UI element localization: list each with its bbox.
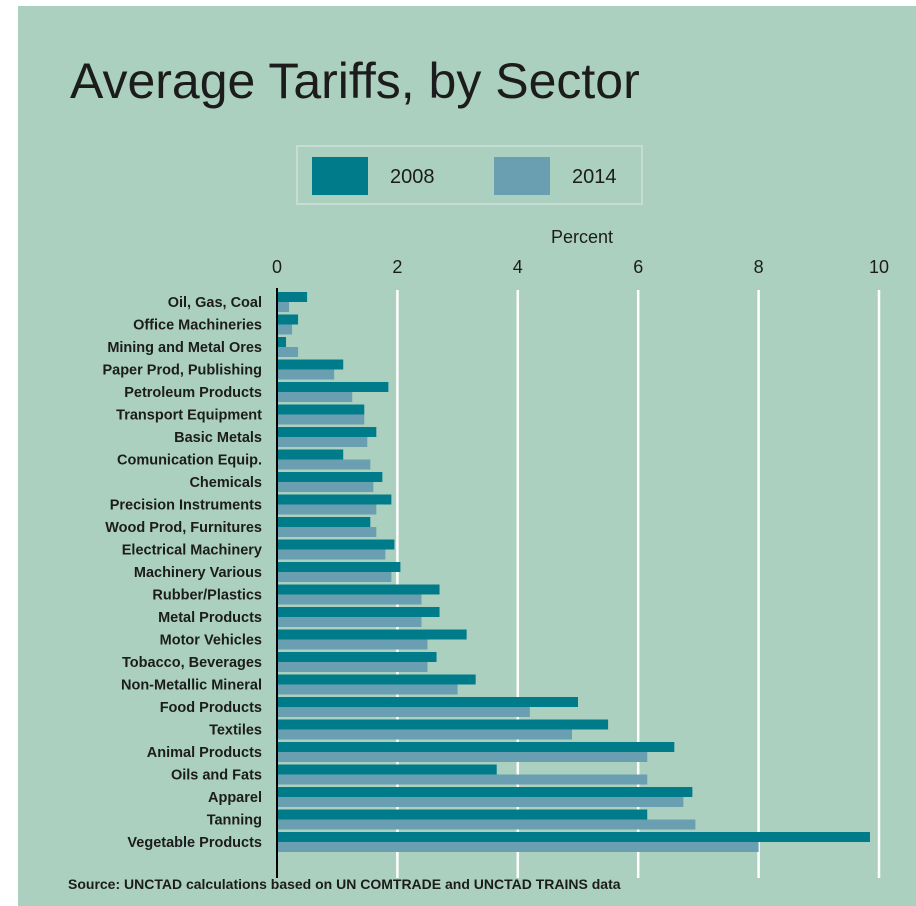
bar-2014-14 <box>277 617 421 627</box>
bar-2008-20 <box>277 742 674 752</box>
bar-2014-13 <box>277 595 421 605</box>
x-tick-label-2: 2 <box>392 257 402 277</box>
bar-2014-0 <box>277 302 289 312</box>
bar-2008-6 <box>277 427 376 437</box>
category-label-18: Food Products <box>160 700 262 716</box>
x-tick-label-4: 4 <box>513 257 523 277</box>
bar-2008-5 <box>277 405 364 415</box>
bar-2008-16 <box>277 652 437 662</box>
x-tick-label-10: 10 <box>869 257 889 277</box>
bar-2014-6 <box>277 437 367 447</box>
category-label-4: Petroleum Products <box>124 385 262 401</box>
bar-2014-19 <box>277 730 572 740</box>
bar-2008-4 <box>277 382 388 392</box>
category-label-24: Vegetable Products <box>127 835 262 851</box>
bar-2008-17 <box>277 675 476 685</box>
source-note: Source: UNCTAD calculations based on UN … <box>68 876 621 892</box>
category-label-9: Precision Instruments <box>110 498 262 514</box>
bar-2014-18 <box>277 707 530 717</box>
bar-2008-11 <box>277 540 394 550</box>
bar-2014-2 <box>277 347 298 357</box>
bar-2008-19 <box>277 720 608 730</box>
bar-2008-0 <box>277 292 307 302</box>
bar-2014-8 <box>277 482 373 492</box>
bar-2014-22 <box>277 797 683 807</box>
bar-2014-5 <box>277 415 364 425</box>
x-tick-label-6: 6 <box>633 257 643 277</box>
category-label-15: Motor Vehicles <box>160 633 262 649</box>
bar-2014-10 <box>277 527 376 537</box>
category-label-17: Non-Metallic Mineral <box>121 678 262 694</box>
x-axis-title: Percent <box>551 227 613 247</box>
bar-2008-10 <box>277 517 370 527</box>
x-tick-label-8: 8 <box>754 257 764 277</box>
category-label-6: Basic Metals <box>174 430 262 446</box>
bar-2008-22 <box>277 787 692 797</box>
category-label-19: Textiles <box>209 723 262 739</box>
category-label-2: Mining and Metal Ores <box>107 340 262 356</box>
category-label-22: Apparel <box>208 790 262 806</box>
bar-2008-12 <box>277 562 400 572</box>
category-label-13: Rubber/Plastics <box>152 588 262 604</box>
category-label-5: Transport Equipment <box>116 408 262 424</box>
bar-2008-14 <box>277 607 440 617</box>
bar-2008-13 <box>277 585 440 595</box>
bar-2008-24 <box>277 832 870 842</box>
bar-2014-21 <box>277 775 647 785</box>
bar-2014-11 <box>277 550 385 560</box>
bar-2014-4 <box>277 392 352 402</box>
bar-2008-18 <box>277 697 578 707</box>
bar-2008-23 <box>277 810 647 820</box>
category-label-11: Electrical Machinery <box>122 543 262 559</box>
bar-2008-9 <box>277 495 391 505</box>
category-label-1: Office Machineries <box>133 318 262 334</box>
bar-2014-24 <box>277 842 759 852</box>
bar-2008-7 <box>277 450 343 460</box>
category-label-23: Tanning <box>207 813 262 829</box>
category-label-0: Oil, Gas, Coal <box>168 295 262 311</box>
category-label-20: Animal Products <box>147 745 262 761</box>
bar-2014-17 <box>277 685 458 695</box>
bar-2008-15 <box>277 630 467 640</box>
bar-2008-21 <box>277 765 497 775</box>
bar-2008-8 <box>277 472 382 482</box>
bar-2008-3 <box>277 360 343 370</box>
bar-2008-1 <box>277 315 298 325</box>
bar-2014-16 <box>277 662 428 672</box>
bar-2008-2 <box>277 337 286 347</box>
bar-2014-1 <box>277 325 292 335</box>
category-label-16: Tobacco, Beverages <box>122 655 262 671</box>
bar-2014-12 <box>277 572 391 582</box>
category-label-14: Metal Products <box>158 610 262 626</box>
bar-2014-9 <box>277 505 376 515</box>
bar-2014-15 <box>277 640 428 650</box>
category-label-8: Chemicals <box>189 475 262 491</box>
category-label-12: Machinery Various <box>134 565 262 581</box>
category-label-21: Oils and Fats <box>171 768 262 784</box>
category-label-3: Paper Prod, Publishing <box>102 363 262 379</box>
x-tick-label-0: 0 <box>272 257 282 277</box>
bar-2014-20 <box>277 752 647 762</box>
bar-2014-7 <box>277 460 370 470</box>
bar-2014-23 <box>277 820 695 830</box>
category-label-7: Comunication Equip. <box>117 453 262 469</box>
bar-2014-3 <box>277 370 334 380</box>
category-label-10: Wood Prod, Furnitures <box>105 520 262 536</box>
